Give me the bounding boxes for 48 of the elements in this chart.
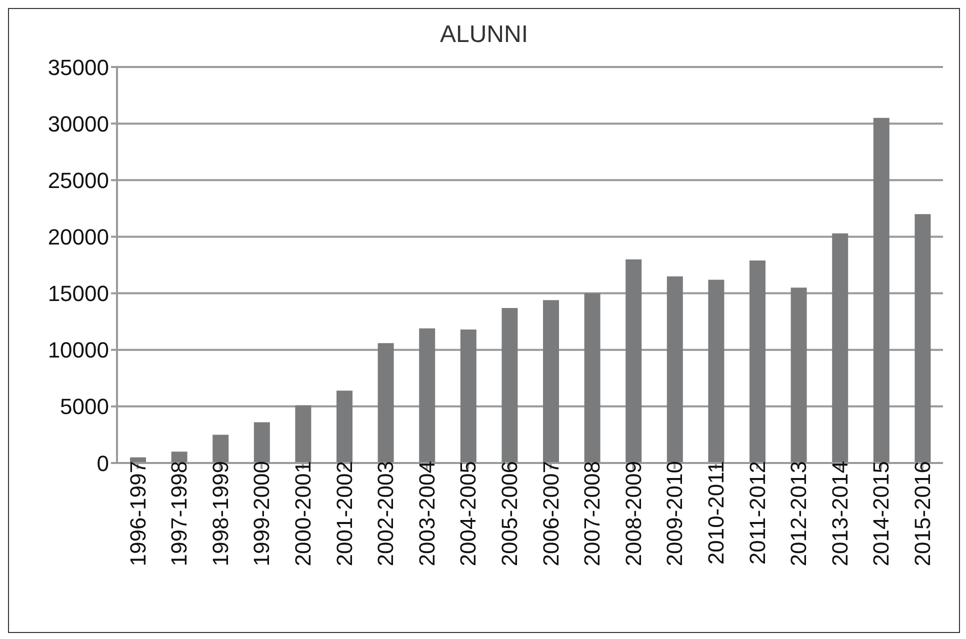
x-tick-label: 2007-2008 [580,461,605,566]
bar [212,434,229,463]
x-tick-label: 2010-2011 [703,461,728,565]
x-tick-label: 1996-1997 [125,461,150,566]
x-tick-label: 2011-2012 [744,461,770,565]
x-tick-label: 2014-2015 [868,461,894,566]
x-tick-label: 2006-2007 [538,461,564,566]
x-tick-label: 1997-1998 [166,461,192,566]
bar [708,280,724,463]
y-tick-label: 20000 [48,224,109,250]
bar [584,293,600,463]
y-tick-label: 35000 [48,54,109,80]
x-tick-label: 2008-2009 [620,461,646,566]
x-tick-label: 2005-2006 [496,461,522,566]
bar [460,329,476,463]
bar [832,233,848,463]
x-tick-label: 2004-2005 [456,461,481,566]
x-tick-label: 2013-2014 [827,461,852,566]
y-tick-label: 0 [96,450,109,476]
x-tick-label: 2015-2016 [910,461,935,566]
x-tick-label: 1999-2000 [249,461,274,566]
bar [378,343,394,463]
y-tick-label: 5000 [60,394,109,420]
bar [914,214,931,463]
y-tick-label: 25000 [48,168,109,193]
x-tick-label: 2009-2010 [662,461,688,566]
bar [626,259,642,463]
bar [790,288,807,463]
y-tick-label: 10000 [48,338,109,363]
bar [502,308,518,463]
x-tick-label: 2001-2002 [332,461,357,566]
chart-title: ALUNNI [438,20,530,50]
bar [254,422,270,463]
x-tick-label: 2003-2004 [414,461,440,566]
bar [750,260,766,463]
bar [666,276,683,463]
x-tick-label: 1998-1999 [208,461,233,566]
bar [171,452,188,463]
bar [543,300,559,463]
x-tick-label: 2000-2001 [290,461,316,566]
bar [295,405,312,463]
bar [336,390,352,463]
x-tick-label: 2002-2003 [373,461,398,566]
bar [419,328,436,463]
y-tick-label: 30000 [48,111,109,136]
bar [873,118,890,463]
x-tick-label: 2012-2013 [786,461,812,566]
y-tick-label: 15000 [48,281,109,306]
